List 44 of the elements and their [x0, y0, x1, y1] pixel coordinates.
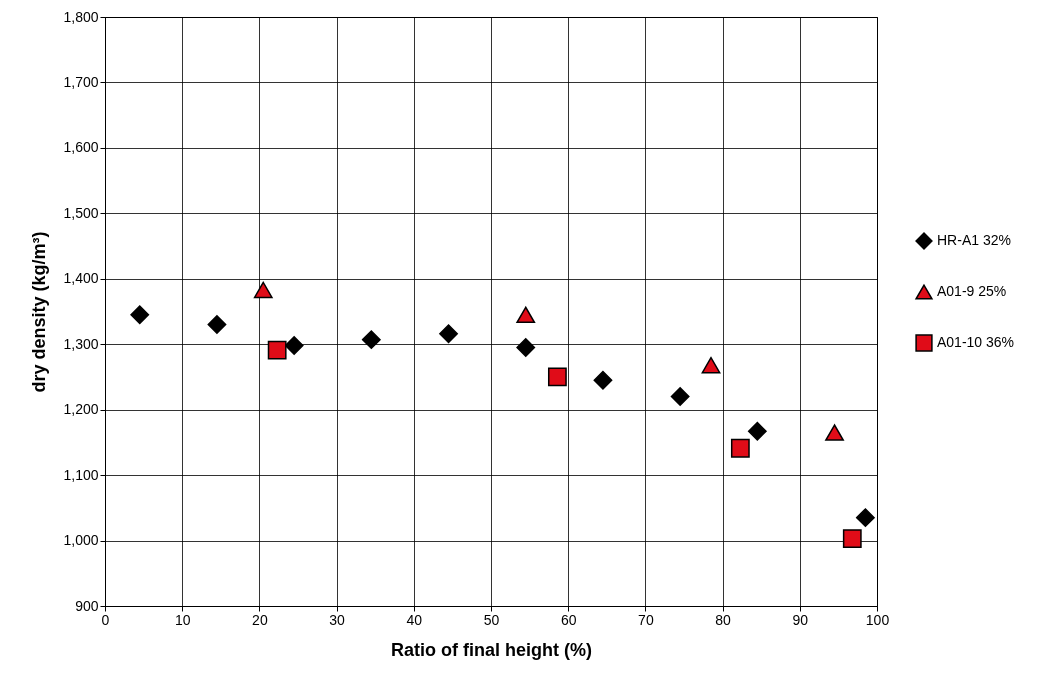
x-tick-label: 60	[560, 611, 577, 628]
y-tick-label: 1,500	[63, 204, 99, 221]
x-tick-label: 20	[252, 611, 268, 628]
y-tick-label: 1,000	[63, 532, 99, 549]
point	[439, 324, 458, 344]
x-tick-label: 50	[483, 611, 500, 628]
point	[207, 315, 227, 334]
point	[593, 370, 613, 390]
point	[842, 529, 862, 548]
point	[284, 336, 304, 355]
x-tick-label: 70	[638, 611, 654, 628]
point	[547, 367, 567, 387]
point	[670, 387, 690, 406]
y-tick-label: 1,400	[63, 270, 99, 287]
x-tick-label: 40	[406, 611, 423, 628]
y-axis-title: dry density (kg/m³)	[29, 231, 50, 393]
y-tick-label: 900	[75, 597, 99, 614]
x-axis-title: Ratio of final height (%)	[391, 639, 592, 660]
point	[701, 356, 721, 374]
y-tick-label: 1,600	[63, 139, 99, 156]
x-tick-label: 10	[174, 611, 191, 628]
point	[516, 306, 536, 324]
y-tick-label: 1,300	[63, 335, 99, 352]
point	[825, 424, 844, 441]
x-tick-label: 30	[329, 611, 346, 628]
x-tick-label: 80	[715, 611, 732, 628]
y-tick-label: 1,200	[63, 401, 99, 418]
point	[253, 281, 273, 299]
y-tick-label: 1,700	[63, 73, 99, 90]
x-tick-label: 0	[101, 611, 110, 628]
point	[361, 330, 381, 350]
point	[130, 305, 150, 325]
legend-label: A01-9 25%	[937, 283, 1007, 299]
legend-label: A01-10 36%	[937, 334, 1015, 350]
point	[747, 421, 767, 441]
x-tick-label: 100	[865, 611, 890, 628]
point	[730, 438, 750, 458]
point	[856, 508, 875, 528]
x-tick-label: 90	[792, 611, 809, 628]
point	[516, 338, 536, 357]
legend-label: HR-A1 32%	[937, 232, 1011, 248]
y-tick-label: 1,100	[63, 466, 99, 483]
y-tick-label: 1,800	[63, 8, 99, 25]
point	[267, 340, 287, 360]
